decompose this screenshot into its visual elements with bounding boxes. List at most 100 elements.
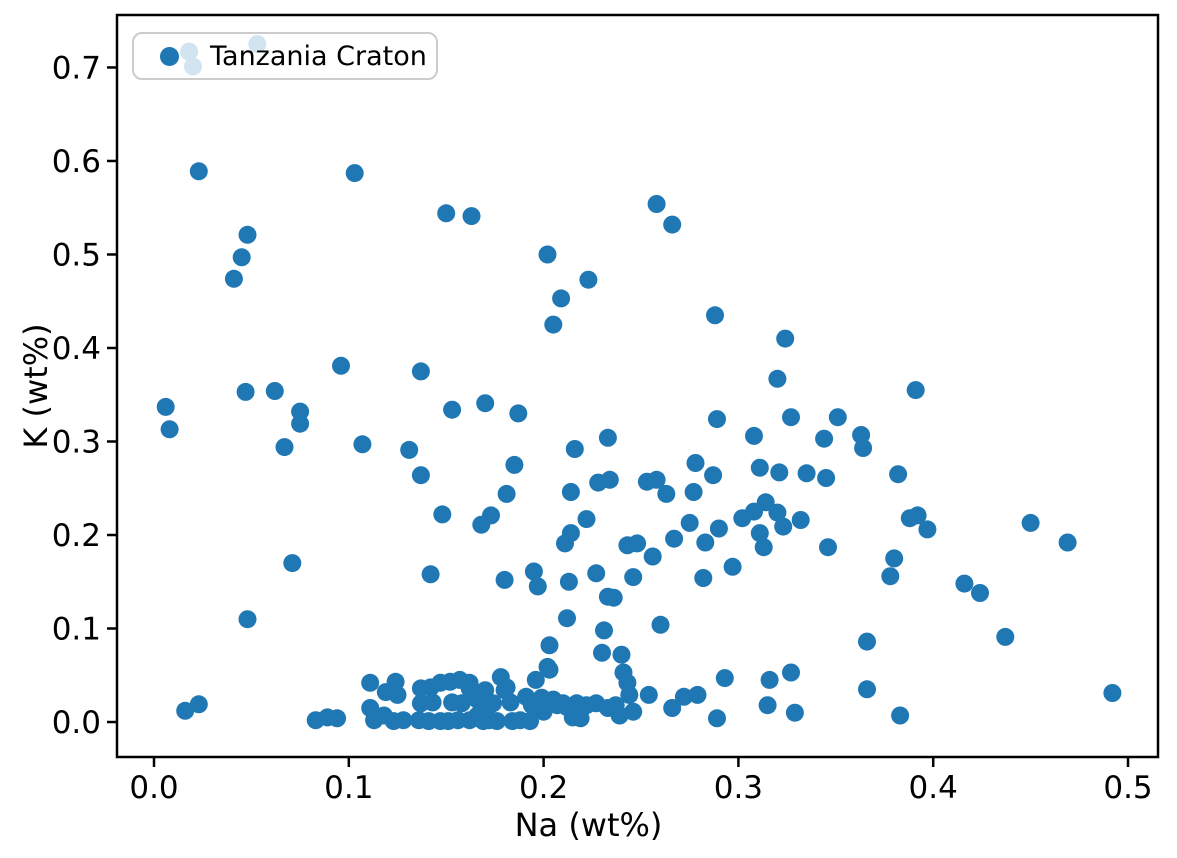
- data-point: [680, 513, 699, 532]
- data-point: [663, 699, 682, 717]
- data-point: [238, 225, 257, 244]
- data-point: [443, 400, 462, 419]
- data-point: [189, 162, 208, 181]
- y-tick-label: 0.1: [52, 612, 101, 648]
- data-point: [745, 426, 763, 445]
- data-point: [540, 636, 559, 655]
- data-point: [620, 685, 639, 704]
- y-tick-label: 0.3: [52, 424, 101, 460]
- data-point: [577, 510, 596, 529]
- data-point: [715, 669, 734, 688]
- data-point: [291, 414, 310, 433]
- data-point: [918, 520, 937, 539]
- data-point: [526, 670, 545, 689]
- data-point: [774, 517, 793, 536]
- data-point: [996, 627, 1015, 646]
- data-point: [696, 533, 715, 552]
- data-point: [604, 588, 623, 607]
- data-point: [791, 511, 810, 529]
- data-point: [400, 440, 419, 459]
- data-point: [733, 509, 752, 528]
- data-point: [587, 564, 606, 583]
- y-tick-label: 0.0: [52, 705, 101, 741]
- data-point: [189, 695, 208, 714]
- data-point: [160, 420, 179, 439]
- data-point: [708, 410, 726, 429]
- data-point: [643, 547, 662, 566]
- data-point: [663, 215, 682, 234]
- legend-marker-dot-icon: [160, 46, 179, 66]
- y-tick-label: 0.7: [52, 50, 101, 86]
- data-point: [723, 557, 742, 576]
- data-point: [559, 572, 578, 591]
- data-point: [708, 709, 726, 728]
- data-point: [275, 438, 294, 457]
- data-point: [782, 408, 800, 427]
- x-tick-label: 0.2: [519, 770, 568, 806]
- data-point: [758, 696, 777, 715]
- data-point: [889, 465, 908, 484]
- data-point: [540, 660, 559, 679]
- data-point: [858, 680, 876, 699]
- data-point: [423, 693, 442, 712]
- data-point: [785, 703, 804, 722]
- data-point: [782, 663, 800, 682]
- data-point: [1058, 533, 1077, 552]
- data-point: [610, 706, 629, 725]
- data-point: [482, 506, 500, 525]
- data-point: [232, 248, 251, 267]
- data-point: [437, 204, 456, 223]
- y-tick-label: 0.2: [52, 518, 101, 554]
- data-point: [639, 685, 658, 704]
- data-point: [521, 712, 539, 731]
- data-point: [885, 549, 904, 568]
- data-point: [528, 577, 547, 596]
- x-axis-label: Na (wt%): [514, 806, 663, 844]
- data-point: [361, 673, 380, 692]
- data-point: [265, 382, 284, 400]
- data-point: [908, 506, 927, 525]
- data-point: [411, 466, 430, 485]
- data-point: [647, 470, 666, 489]
- data-point: [534, 702, 553, 721]
- data-point: [955, 574, 974, 593]
- data-point: [684, 483, 703, 501]
- data-point: [328, 709, 347, 728]
- data-point: [394, 711, 413, 730]
- data-point: [706, 306, 724, 325]
- data-point: [624, 702, 643, 721]
- legend-label: Tanzania Craton: [210, 40, 427, 72]
- data-point: [433, 505, 452, 524]
- x-tick-label: 0.1: [324, 770, 373, 806]
- data-point: [593, 643, 611, 662]
- data-point: [556, 534, 574, 553]
- data-point: [579, 270, 598, 289]
- data-point: [538, 245, 557, 264]
- data-point: [411, 362, 430, 381]
- data-point: [704, 466, 723, 485]
- data-point: [345, 164, 364, 183]
- data-point: [476, 394, 495, 413]
- data-point: [628, 534, 647, 553]
- data-point: [854, 439, 873, 457]
- data-point: [224, 269, 243, 288]
- data-point: [421, 565, 440, 584]
- data-point: [388, 685, 407, 704]
- data-point: [505, 455, 524, 474]
- data-point: [497, 484, 516, 503]
- data-point: [770, 463, 789, 482]
- data-point: [1103, 684, 1122, 702]
- data-point: [600, 470, 619, 489]
- data-point: [283, 554, 302, 573]
- data-point: [353, 435, 372, 454]
- data-point: [768, 503, 787, 522]
- data-point: [552, 289, 571, 308]
- legend: Tanzania Craton: [132, 32, 438, 80]
- data-point: [524, 562, 543, 581]
- data-point: [750, 524, 769, 543]
- data-point: [509, 404, 528, 423]
- x-tick-label: 0.0: [129, 770, 178, 806]
- data-point: [819, 538, 837, 557]
- data-point: [760, 670, 779, 689]
